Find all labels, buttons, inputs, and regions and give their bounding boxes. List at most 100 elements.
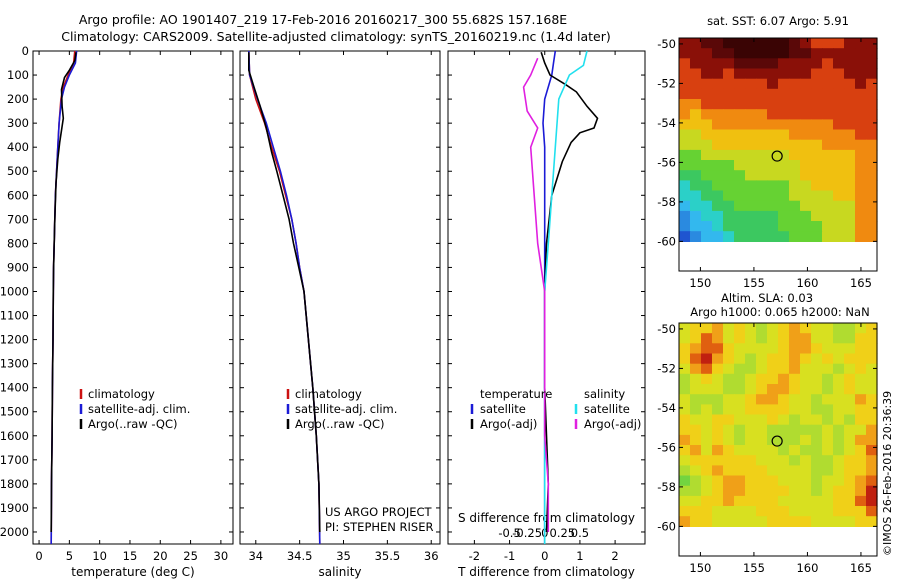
map-cell bbox=[690, 170, 702, 181]
map-cell bbox=[734, 58, 746, 70]
map-cell bbox=[745, 485, 757, 497]
map-cell bbox=[811, 200, 823, 212]
map-cell bbox=[756, 495, 768, 507]
map-cell bbox=[767, 394, 779, 405]
map-cell bbox=[712, 445, 724, 456]
map-cell bbox=[844, 231, 856, 242]
map-cell bbox=[822, 323, 834, 334]
map-cell bbox=[822, 160, 834, 171]
map-cell bbox=[855, 119, 867, 131]
map-cell bbox=[866, 190, 878, 202]
map-cell bbox=[712, 68, 724, 80]
x-axis-label: salinity bbox=[318, 565, 361, 579]
map-cell bbox=[855, 210, 867, 222]
legend-label: Argo(..raw -QC) bbox=[295, 417, 385, 431]
map-cell bbox=[690, 78, 702, 90]
map-cell bbox=[789, 475, 801, 487]
map-cell bbox=[723, 323, 735, 334]
map-cell bbox=[811, 506, 823, 517]
map-frame bbox=[678, 322, 878, 557]
map-cell bbox=[778, 190, 790, 202]
map-cell bbox=[833, 363, 845, 375]
y-tick-label: 0 bbox=[22, 44, 29, 58]
map-cell bbox=[734, 323, 746, 334]
map-cell bbox=[701, 516, 713, 527]
map-cell bbox=[767, 506, 779, 517]
map-cell bbox=[855, 58, 867, 70]
map-cell bbox=[679, 506, 691, 517]
map-cell bbox=[756, 170, 768, 181]
map-cell bbox=[723, 88, 735, 100]
map-cell bbox=[866, 343, 878, 355]
map-cell bbox=[800, 353, 812, 365]
map-cell bbox=[822, 485, 834, 497]
map-cell bbox=[800, 373, 812, 385]
map-cell bbox=[745, 68, 757, 80]
y-tick-label: 1500 bbox=[0, 405, 29, 419]
map-cell bbox=[789, 414, 801, 426]
map-cell bbox=[855, 495, 867, 507]
map-cell bbox=[723, 333, 735, 344]
map-cell bbox=[690, 333, 702, 344]
map-cell bbox=[778, 58, 790, 70]
map-cell bbox=[734, 99, 746, 110]
map-cell bbox=[811, 170, 823, 181]
map-cell bbox=[745, 516, 757, 527]
map-cell bbox=[756, 323, 768, 334]
map-cell bbox=[734, 455, 746, 466]
map-cell bbox=[701, 38, 713, 49]
sst-map-title: sat. SST: 6.07 Argo: 5.91 bbox=[707, 14, 849, 28]
map-cell bbox=[789, 200, 801, 212]
map-cell bbox=[734, 170, 746, 181]
map-cell bbox=[778, 160, 790, 171]
map-cell bbox=[745, 323, 757, 334]
map-cell bbox=[833, 475, 845, 487]
map-cell bbox=[690, 404, 702, 416]
map-cell bbox=[767, 129, 779, 141]
map-cell bbox=[789, 455, 801, 466]
map-cell bbox=[734, 465, 746, 477]
map-cell bbox=[778, 323, 790, 334]
map-cell bbox=[690, 343, 702, 355]
map-cell bbox=[866, 78, 878, 90]
map-cell bbox=[701, 506, 713, 517]
map-cell bbox=[712, 495, 724, 507]
map-cell bbox=[723, 455, 735, 466]
map-cell bbox=[844, 160, 856, 171]
map-cell bbox=[778, 465, 790, 477]
map-cell bbox=[745, 445, 757, 456]
map-cell bbox=[866, 495, 878, 507]
map-cell bbox=[811, 88, 823, 100]
map-cell bbox=[833, 68, 845, 80]
map-cell bbox=[723, 119, 735, 131]
map-x-tick-label: 150 bbox=[689, 561, 711, 575]
series-line-satellite bbox=[543, 50, 588, 544]
map-cell bbox=[789, 516, 801, 527]
map-cell bbox=[855, 434, 867, 446]
map-cell bbox=[690, 160, 702, 171]
map-cell bbox=[734, 210, 746, 222]
map-cell bbox=[679, 200, 691, 212]
map-cell bbox=[712, 394, 724, 405]
map-cell bbox=[767, 109, 779, 120]
map-cell bbox=[745, 88, 757, 100]
map-cell bbox=[800, 455, 812, 466]
map-cell bbox=[723, 434, 735, 446]
map-cell bbox=[745, 333, 757, 344]
map-cell bbox=[811, 475, 823, 487]
map-y-tick-label: -50 bbox=[657, 322, 676, 336]
map-cell bbox=[811, 516, 823, 527]
map-cell bbox=[701, 475, 713, 487]
map-cell bbox=[767, 384, 779, 395]
map-cell bbox=[712, 109, 724, 120]
map-cell bbox=[822, 353, 834, 365]
map-cell bbox=[734, 190, 746, 202]
map-cell bbox=[756, 190, 768, 202]
map-cell bbox=[701, 373, 713, 385]
map-cell bbox=[745, 170, 757, 181]
map-cell bbox=[756, 99, 768, 110]
map-cell bbox=[690, 414, 702, 426]
map-y-tick-label: -58 bbox=[657, 195, 676, 209]
map-cell bbox=[822, 506, 834, 517]
map-cell bbox=[844, 516, 856, 527]
